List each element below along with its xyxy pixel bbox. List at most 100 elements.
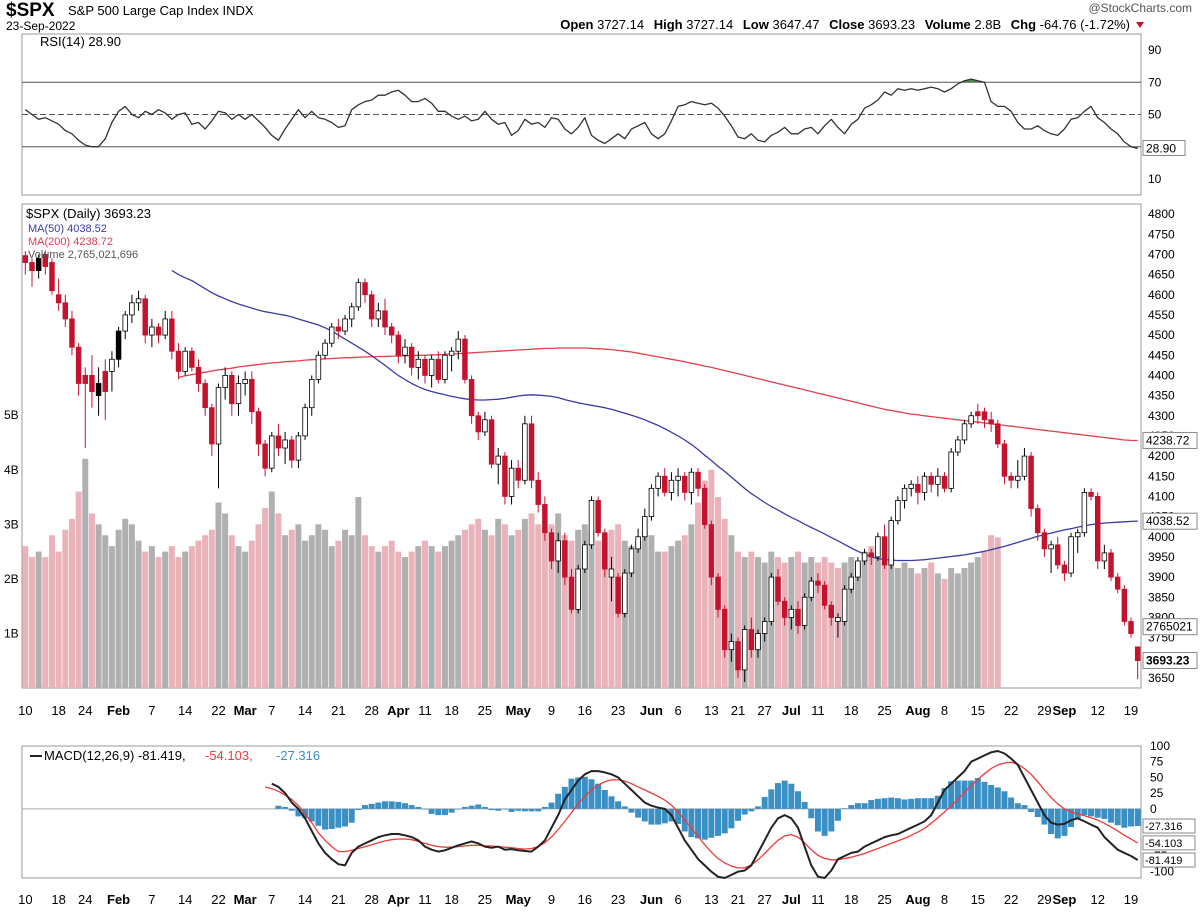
- macd-histogram-bar: [715, 808, 722, 836]
- volume-bar: [368, 546, 375, 688]
- symbol: $SPX: [6, 0, 55, 21]
- candle-body: [682, 475, 688, 493]
- x-tick-label: 11: [418, 703, 432, 718]
- candle-body: [335, 326, 342, 332]
- low-label: Low: [742, 17, 769, 32]
- macd-histogram-bar: [288, 808, 295, 811]
- candle-body: [808, 580, 815, 598]
- x-tick-label-bottom: 25: [478, 892, 492, 907]
- volume-bar: [628, 546, 635, 688]
- price-tag-box: [1142, 651, 1198, 669]
- candle-body: [1088, 491, 1094, 497]
- candle-body: [988, 419, 994, 425]
- macd-histogram-bar: [322, 808, 329, 830]
- candle-body: [242, 379, 248, 384]
- volume-bar: [315, 524, 322, 688]
- panel-frame-2: [21, 745, 1142, 879]
- volume-scale-label: 3B: [4, 517, 19, 531]
- change-stat: Chg -64.76 (-1.72%): [1011, 17, 1130, 32]
- macd-histogram-bar: [308, 808, 315, 822]
- candle-body: [881, 536, 888, 566]
- volume-bar: [242, 551, 249, 688]
- macd-tick-label: 100: [1150, 739, 1170, 753]
- macd-histogram-bar: [854, 803, 861, 809]
- macd-histogram-bar: [415, 806, 422, 809]
- candle-body: [488, 419, 495, 465]
- candle-body: [195, 366, 202, 384]
- candle-body: [309, 379, 315, 409]
- x-tick-label: 22: [211, 703, 225, 718]
- macd-histogram-bar: [441, 808, 448, 816]
- macd-histogram-bar: [794, 791, 801, 809]
- x-tick-label: 21: [331, 703, 345, 718]
- volume-bar: [295, 524, 302, 688]
- candle-body: [715, 576, 721, 610]
- price-tick-label: 3950: [1148, 550, 1175, 564]
- x-tick-label-bottom: 22: [211, 892, 225, 907]
- x-tick-label: 29: [1037, 703, 1051, 718]
- volume-bar: [421, 540, 428, 688]
- x-tick-label: 6: [674, 703, 681, 718]
- candle-body: [1061, 564, 1068, 574]
- price-tick-label: 4100: [1148, 489, 1175, 503]
- macd-histogram-bar: [834, 808, 841, 821]
- candle-body: [29, 262, 35, 271]
- volume-bar: [601, 535, 608, 688]
- candle-body: [1001, 443, 1008, 477]
- candle-body: [269, 435, 275, 469]
- macd-histogram-bar: [1008, 797, 1015, 809]
- macd-histogram-bar: [695, 808, 702, 839]
- macd-histogram-bar: [408, 805, 415, 809]
- price-tick-label: 4150: [1148, 469, 1175, 483]
- volume-bar: [854, 562, 861, 688]
- price-tag-box: [1142, 512, 1198, 530]
- macd-histogram-bar: [755, 806, 762, 809]
- candle-body: [69, 318, 75, 348]
- x-tick-label-bottom: 27: [757, 892, 771, 907]
- candle-body: [249, 379, 255, 413]
- macd-histogram-bar: [921, 798, 928, 809]
- volume-bar: [821, 557, 828, 688]
- volume-bar: [914, 573, 921, 688]
- volume-bar: [308, 535, 315, 688]
- candle-body: [748, 629, 755, 651]
- low-value: 3647.47: [772, 17, 820, 32]
- candle-body: [635, 536, 641, 550]
- volume-bar: [142, 551, 149, 688]
- x-tick-label: 8: [941, 703, 948, 718]
- candle-body: [915, 483, 921, 493]
- candle-body: [215, 387, 222, 445]
- ma200-line: [178, 347, 1138, 442]
- volume-bar: [115, 529, 122, 688]
- x-tick-label-bottom: 29: [1037, 892, 1051, 907]
- candle-body: [222, 375, 228, 388]
- volume-bar: [395, 551, 402, 688]
- volume-bar: [362, 535, 369, 688]
- macd-histogram-bar: [1114, 808, 1121, 826]
- macd-histogram-bar: [315, 808, 322, 826]
- volume-bar: [561, 535, 568, 688]
- candle-body: [615, 576, 621, 614]
- candle-body: [955, 439, 961, 453]
- candle-body: [522, 423, 528, 481]
- price-panel-title: $SPX (Daily) 3693.23: [26, 206, 151, 221]
- candle-body: [1114, 576, 1121, 590]
- candle-body: [655, 475, 661, 489]
- volume-bar: [448, 540, 455, 688]
- volume-bar: [874, 557, 881, 688]
- macd-histogram-bar: [761, 796, 768, 809]
- volume-bar: [974, 557, 981, 688]
- candle-body: [928, 475, 934, 485]
- x-tick-label: 7: [148, 703, 155, 718]
- volume-scale-label: 4B: [4, 463, 19, 477]
- macd-histogram-bar: [1014, 803, 1021, 809]
- volume-bar: [954, 573, 961, 688]
- macd-histogram-bar: [701, 808, 708, 840]
- price-tag: 4038.52: [1146, 514, 1190, 528]
- high-label: High: [653, 17, 683, 32]
- x-tick-label-bottom: 6: [674, 892, 681, 907]
- volume-bar: [155, 557, 162, 688]
- macd-histogram-bar: [874, 798, 881, 809]
- candle-body: [122, 314, 128, 332]
- macd-histogram-bar: [275, 805, 282, 809]
